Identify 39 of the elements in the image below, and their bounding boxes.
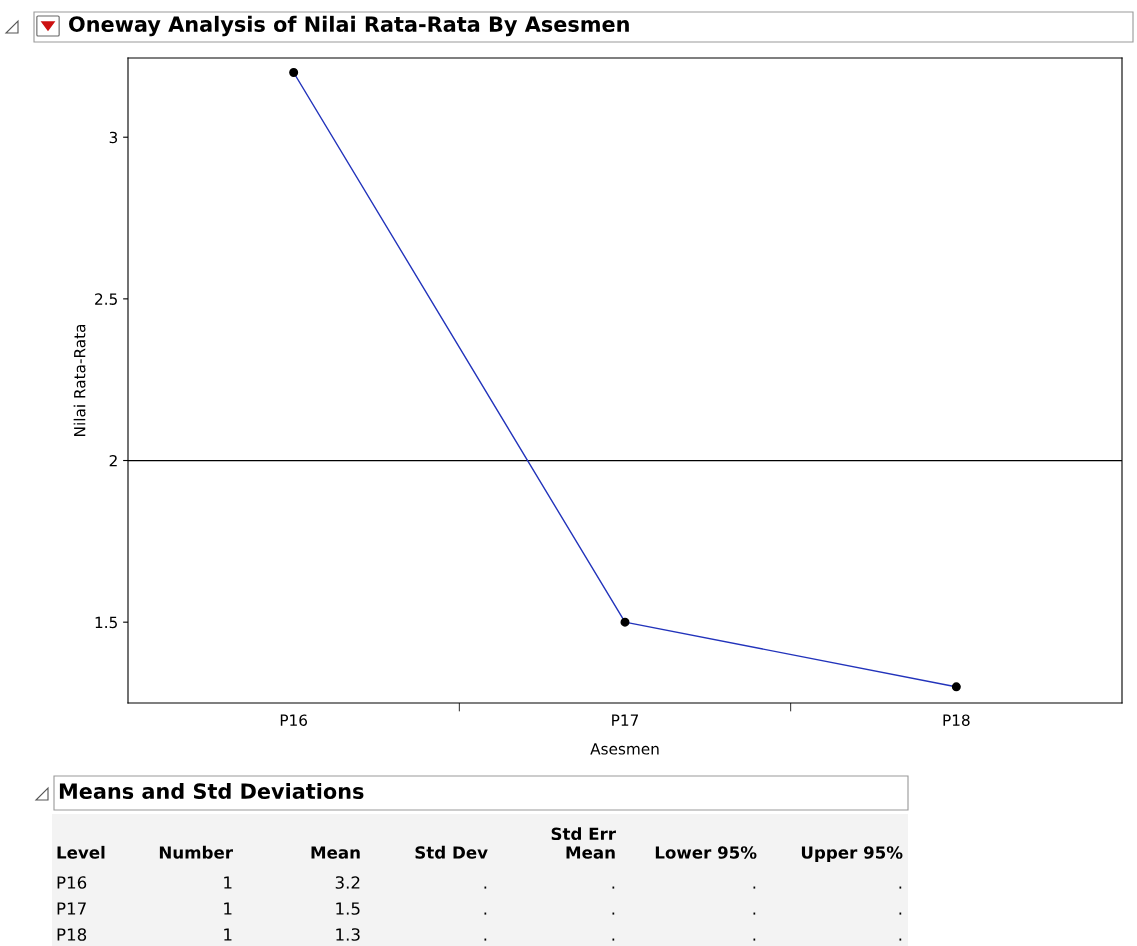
text: Std Dev: [415, 845, 488, 859]
text: .: [612, 938, 615, 941]
text: 1.3: [336, 928, 360, 941]
text: Lower 95%: [655, 846, 757, 859]
text: .: [899, 938, 902, 941]
text: 1: [224, 928, 232, 941]
text: 1: [224, 876, 232, 889]
text: .: [612, 886, 615, 889]
text: .: [484, 886, 487, 889]
text: Mean: [311, 846, 360, 859]
chart-title: Oneway Analysis of Nilai Rata-Rata By Asesmen: [69, 15, 629, 37]
y-tick-label: 2.5: [95, 293, 117, 305]
y-tick-label: 2: [109, 454, 117, 467]
y-axis-title: Nilai Rata-Rata: [73, 324, 86, 436]
text: .: [753, 886, 756, 889]
x-axis-title: Asesmen: [590, 743, 659, 755]
y-tick-label: 3: [109, 131, 118, 144]
text: .: [753, 912, 756, 915]
x-tick-label: P18: [943, 714, 970, 726]
x-tick-label: P16: [280, 714, 308, 726]
text: .: [899, 912, 902, 915]
text: Means and Std Deviations: [59, 782, 364, 800]
text: Upper 95%: [801, 846, 903, 862]
text: Level: [57, 845, 105, 859]
y-tick-label: 1.5: [95, 616, 117, 629]
category-label: P18: [57, 928, 87, 941]
text: Std Err Mean: [551, 827, 616, 859]
text: 1.5: [336, 902, 360, 915]
text: .: [612, 912, 615, 915]
text: 3.2: [335, 876, 360, 889]
category-label: P16: [57, 876, 87, 889]
text: .: [484, 938, 487, 941]
x-tick-label: P17: [612, 714, 639, 726]
category-label: P17: [57, 902, 86, 915]
text: .: [484, 912, 487, 915]
text: 1: [224, 902, 232, 915]
text: .: [753, 938, 756, 941]
text: .: [899, 886, 902, 889]
text: Number: [159, 845, 233, 859]
